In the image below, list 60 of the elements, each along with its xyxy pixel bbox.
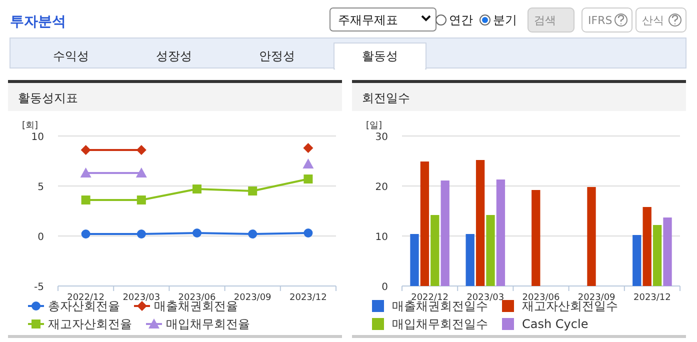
- bar: [410, 234, 419, 286]
- point: [80, 168, 92, 178]
- y-tick-label: -5: [34, 282, 44, 293]
- y-tick-label: 0: [38, 232, 44, 243]
- bar: [476, 160, 485, 286]
- bar: [587, 187, 596, 286]
- y-tick-label: 0: [382, 282, 388, 293]
- legend-label: Cash Cycle: [522, 317, 588, 331]
- text: 분기: [493, 13, 517, 27]
- point: [192, 184, 202, 194]
- y-axis-title: [회]: [22, 121, 38, 131]
- point: [302, 158, 314, 168]
- text: 검색: [534, 14, 556, 27]
- text: IFRS: [588, 14, 612, 27]
- point: [81, 230, 90, 238]
- point: [192, 228, 202, 238]
- text: 주재무제표: [338, 13, 398, 27]
- text: 투자분석: [10, 14, 66, 30]
- bar: [663, 218, 672, 286]
- bar: [486, 215, 495, 286]
- y-tick-label: 20: [375, 182, 388, 193]
- bar: [632, 235, 642, 286]
- legend-label: 매입채무회전율: [166, 317, 250, 331]
- point: [136, 196, 146, 204]
- text: 안정성: [259, 49, 295, 63]
- text: 활동성: [362, 49, 398, 63]
- y-tick-label: 5: [38, 182, 44, 193]
- point: [136, 168, 147, 178]
- legend-label: 매출채권회전일수: [392, 299, 488, 313]
- chart-title: 회전일수: [362, 91, 410, 105]
- bar: [430, 215, 440, 286]
- x-tick-label: 2023/12: [634, 293, 671, 303]
- y-tick-label: 10: [375, 232, 388, 243]
- bar: [652, 225, 662, 286]
- text: 성장성: [156, 49, 192, 63]
- point: [81, 196, 90, 204]
- bar: [420, 162, 430, 286]
- legend-label: 매입채무회전일수: [392, 317, 488, 331]
- chart-title: 활동성지표: [18, 91, 78, 105]
- text: 연간: [449, 13, 473, 27]
- point: [136, 230, 146, 238]
- bar: [496, 180, 506, 286]
- point: [80, 145, 91, 155]
- point: [248, 186, 258, 196]
- point: [304, 174, 313, 184]
- bar: [642, 207, 652, 286]
- y-axis-title: [일]: [366, 121, 382, 131]
- point: [136, 145, 146, 155]
- x-tick-label: 2023/12: [290, 293, 327, 303]
- bar: [440, 180, 450, 286]
- legend-label: 재고자산회전율: [48, 317, 132, 331]
- bar: [532, 190, 540, 286]
- point: [304, 228, 313, 238]
- text: 수익성: [53, 49, 89, 63]
- y-tick-label: 10: [31, 132, 44, 143]
- point: [303, 143, 314, 153]
- text: 산식: [642, 14, 664, 27]
- y-tick-label: 30: [375, 132, 388, 143]
- bar: [466, 234, 474, 286]
- point: [248, 230, 258, 238]
